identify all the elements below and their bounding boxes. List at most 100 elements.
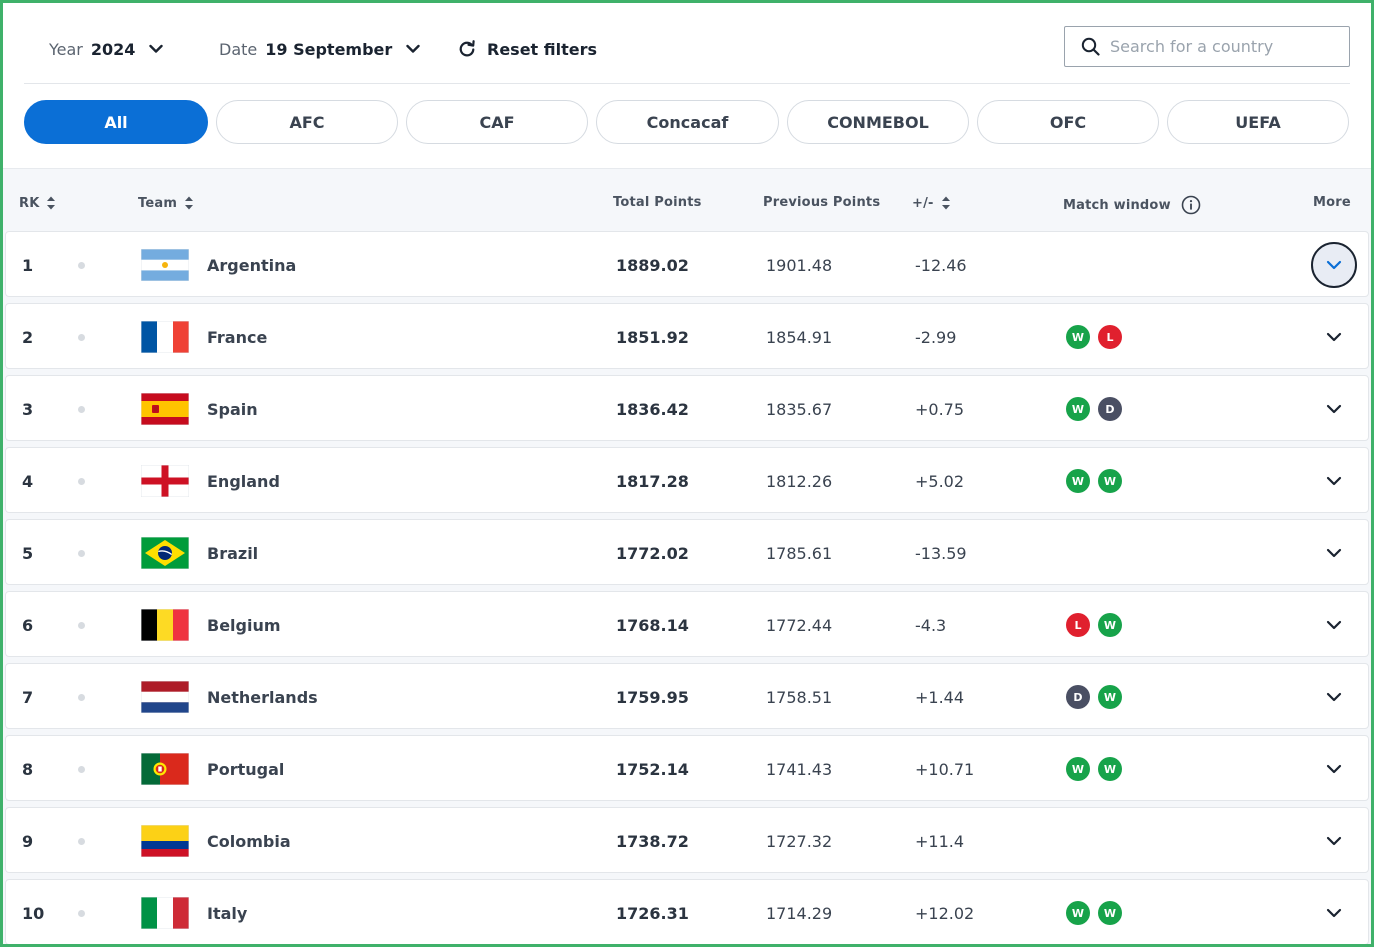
total-points: 1759.95 [616, 687, 689, 707]
result-badge: W [1098, 685, 1122, 709]
expand-row-button[interactable] [1310, 448, 1358, 514]
tab-uefa[interactable]: UEFA [1167, 100, 1349, 144]
team-name[interactable]: Belgium [207, 615, 281, 635]
team-name[interactable]: Argentina [207, 255, 297, 275]
expand-row-button[interactable] [1310, 376, 1358, 442]
points-diff: +12.02 [915, 903, 975, 923]
expand-row-button[interactable] [1310, 736, 1358, 802]
result-badge: W [1098, 613, 1122, 637]
chevron-down-icon [1326, 908, 1342, 918]
rank: 5 [22, 543, 34, 563]
argentina-flag-icon [141, 232, 189, 298]
column-header-rank[interactable]: RK [19, 195, 56, 211]
table-row[interactable]: 6 Belgium 1768.14 1772.44 -4.3 L W [5, 591, 1369, 657]
team-name[interactable]: Brazil [207, 543, 259, 563]
tab-concacaf[interactable]: Concacaf [596, 100, 779, 144]
chevron-down-icon [1326, 260, 1342, 270]
total-points: 1726.31 [616, 903, 689, 923]
total-points: 1768.14 [616, 615, 689, 635]
chevron-down-icon [1326, 476, 1342, 486]
previous-points: 1772.44 [766, 615, 833, 635]
team-name[interactable]: Colombia [207, 831, 291, 851]
column-header-match-window: Match window [1063, 195, 1201, 215]
expand-row-button-focused[interactable] [1311, 242, 1357, 288]
column-header-rank-label: RK [19, 195, 40, 211]
team-name[interactable]: Portugal [207, 759, 285, 779]
team-name[interactable]: France [207, 327, 268, 347]
tab-ofc[interactable]: OFC [977, 100, 1159, 144]
table-header: RK Team Total Points Previous Points +/-… [3, 169, 1371, 231]
date-dropdown[interactable]: Date 19 September [219, 36, 420, 62]
table-row[interactable]: 3 Spain 1836.42 1835.67 +0.75 W D [5, 375, 1369, 441]
belgium-flag-icon [141, 592, 189, 658]
rank: 6 [22, 615, 34, 635]
column-header-match-window-label: Match window [1063, 197, 1171, 213]
expand-row-button[interactable] [1310, 592, 1358, 658]
expand-row-button[interactable] [1310, 520, 1358, 586]
rank: 1 [22, 255, 34, 275]
table-row[interactable]: 9 Colombia 1738.72 1727.32 +11.4 [5, 807, 1369, 873]
table-row[interactable]: 8 Portugal 1752.14 1741.43 +10.71 W W [5, 735, 1369, 801]
tab-afc[interactable]: AFC [216, 100, 398, 144]
position-change-dot [78, 880, 85, 946]
points-diff: -2.99 [915, 327, 957, 347]
total-points: 1772.02 [616, 543, 689, 563]
table-row[interactable]: 7 Netherlands 1759.95 1758.51 +1.44 D W [5, 663, 1369, 729]
table-row[interactable]: 10 Italy 1726.31 1714.29 +12.02 W W [5, 879, 1369, 945]
points-diff: -12.46 [915, 255, 967, 275]
refresh-icon [459, 40, 475, 57]
position-change-dot [78, 808, 85, 874]
table-row[interactable]: 1 Argentina 1889.02 1901.48 -12.46 [5, 231, 1369, 297]
info-icon[interactable] [1181, 195, 1201, 215]
points-diff: -4.3 [915, 615, 947, 635]
previous-points: 1758.51 [766, 687, 833, 707]
year-dropdown[interactable]: Year 2024 [49, 36, 164, 62]
expand-row-button[interactable] [1310, 880, 1358, 946]
column-header-team[interactable]: Team [138, 195, 194, 211]
points-diff: +0.75 [915, 399, 965, 419]
year-label: Year [49, 39, 83, 59]
netherlands-flag-icon [141, 664, 189, 730]
search-icon [1081, 37, 1100, 56]
tab-conmebol[interactable]: CONMEBOL [787, 100, 969, 144]
expand-row-button[interactable] [1310, 664, 1358, 730]
team-name[interactable]: Spain [207, 399, 258, 419]
previous-points: 1727.32 [766, 831, 833, 851]
column-header-previous-points: Previous Points [763, 195, 881, 210]
chevron-down-icon [1326, 548, 1342, 558]
column-header-diff[interactable]: +/- [912, 195, 951, 211]
team-name[interactable]: Netherlands [207, 687, 318, 707]
expand-row-button[interactable] [1310, 304, 1358, 370]
search-input[interactable] [1110, 37, 1330, 56]
rank: 3 [22, 399, 34, 419]
previous-points: 1812.26 [766, 471, 833, 491]
reset-filters-button[interactable]: Reset filters [458, 36, 597, 62]
table-row[interactable]: 2 France 1851.92 1854.91 -2.99 W L [5, 303, 1369, 369]
tab-caf[interactable]: CAF [406, 100, 588, 144]
search-box[interactable] [1064, 26, 1350, 67]
position-change-dot [78, 736, 85, 802]
previous-points: 1785.61 [766, 543, 833, 563]
date-label: Date [219, 39, 258, 59]
expand-row-button[interactable] [1310, 232, 1358, 298]
team-name[interactable]: Italy [207, 903, 248, 923]
spain-flag-icon [141, 376, 189, 442]
expand-row-button[interactable] [1310, 808, 1358, 874]
column-header-total-points: Total Points [613, 195, 702, 210]
total-points: 1752.14 [616, 759, 689, 779]
result-badge: W [1066, 901, 1090, 925]
tab-all[interactable]: All [24, 100, 208, 144]
colombia-flag-icon [141, 808, 189, 874]
points-diff: +5.02 [915, 471, 965, 491]
total-points: 1889.02 [616, 255, 689, 275]
rank: 7 [22, 687, 34, 707]
rank: 10 [22, 903, 45, 923]
table-row[interactable]: 4 England 1817.28 1812.26 +5.02 W W [5, 447, 1369, 513]
table-row[interactable]: 5 Brazil 1772.02 1785.61 -13.59 [5, 519, 1369, 585]
points-diff: +10.71 [915, 759, 975, 779]
team-name[interactable]: England [207, 471, 280, 491]
total-points: 1851.92 [616, 327, 689, 347]
